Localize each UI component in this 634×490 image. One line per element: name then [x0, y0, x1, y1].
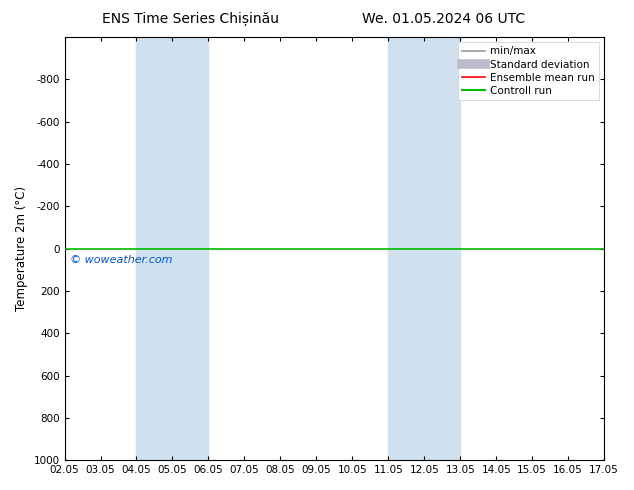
Bar	[136, 37, 209, 460]
Text: © woweather.com: © woweather.com	[70, 255, 172, 265]
Y-axis label: Temperature 2m (°C): Temperature 2m (°C)	[15, 186, 28, 311]
Legend: min/max, Standard deviation, Ensemble mean run, Controll run: min/max, Standard deviation, Ensemble me…	[458, 42, 599, 100]
Bar	[388, 37, 460, 460]
Text: We. 01.05.2024 06 UTC: We. 01.05.2024 06 UTC	[362, 12, 526, 26]
Text: ENS Time Series Chișinău: ENS Time Series Chișinău	[101, 12, 279, 26]
